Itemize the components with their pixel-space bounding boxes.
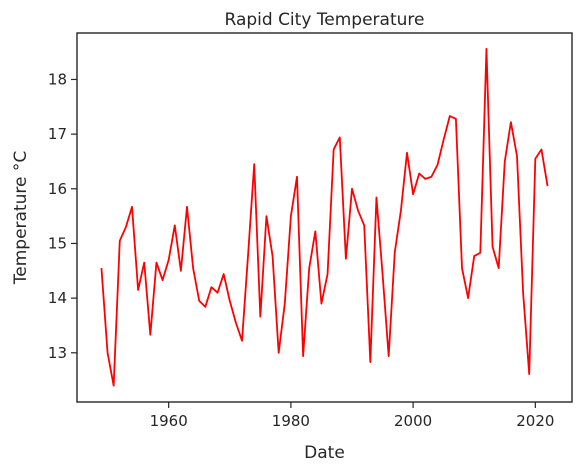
x-tick-label: 2000 xyxy=(394,412,432,430)
y-tick-label: 16 xyxy=(48,180,67,198)
chart-title: Rapid City Temperature xyxy=(225,10,425,30)
y-tick-label: 14 xyxy=(48,289,67,307)
y-tick-label: 18 xyxy=(48,70,67,88)
series-layer xyxy=(100,47,549,387)
temperature-series-line xyxy=(100,47,549,387)
x-tick-label: 1980 xyxy=(272,412,310,430)
y-tick-label: 13 xyxy=(48,344,67,362)
y-tick-label: 17 xyxy=(48,125,67,143)
y-tick-label: 15 xyxy=(48,234,67,252)
plot-area: 1960 1980 2000 2020 13 14 15 16 17 18 xyxy=(48,32,573,430)
axes-frame xyxy=(76,32,573,403)
x-tick-label: 2020 xyxy=(516,412,554,430)
y-axis: 13 14 15 16 17 18 xyxy=(48,70,77,362)
x-axis: 1960 1980 2000 2020 xyxy=(150,402,554,430)
x-axis-label: Date xyxy=(304,443,345,463)
x-tick-label: 1960 xyxy=(150,412,188,430)
y-axis-label: Temperature °C xyxy=(11,151,31,285)
